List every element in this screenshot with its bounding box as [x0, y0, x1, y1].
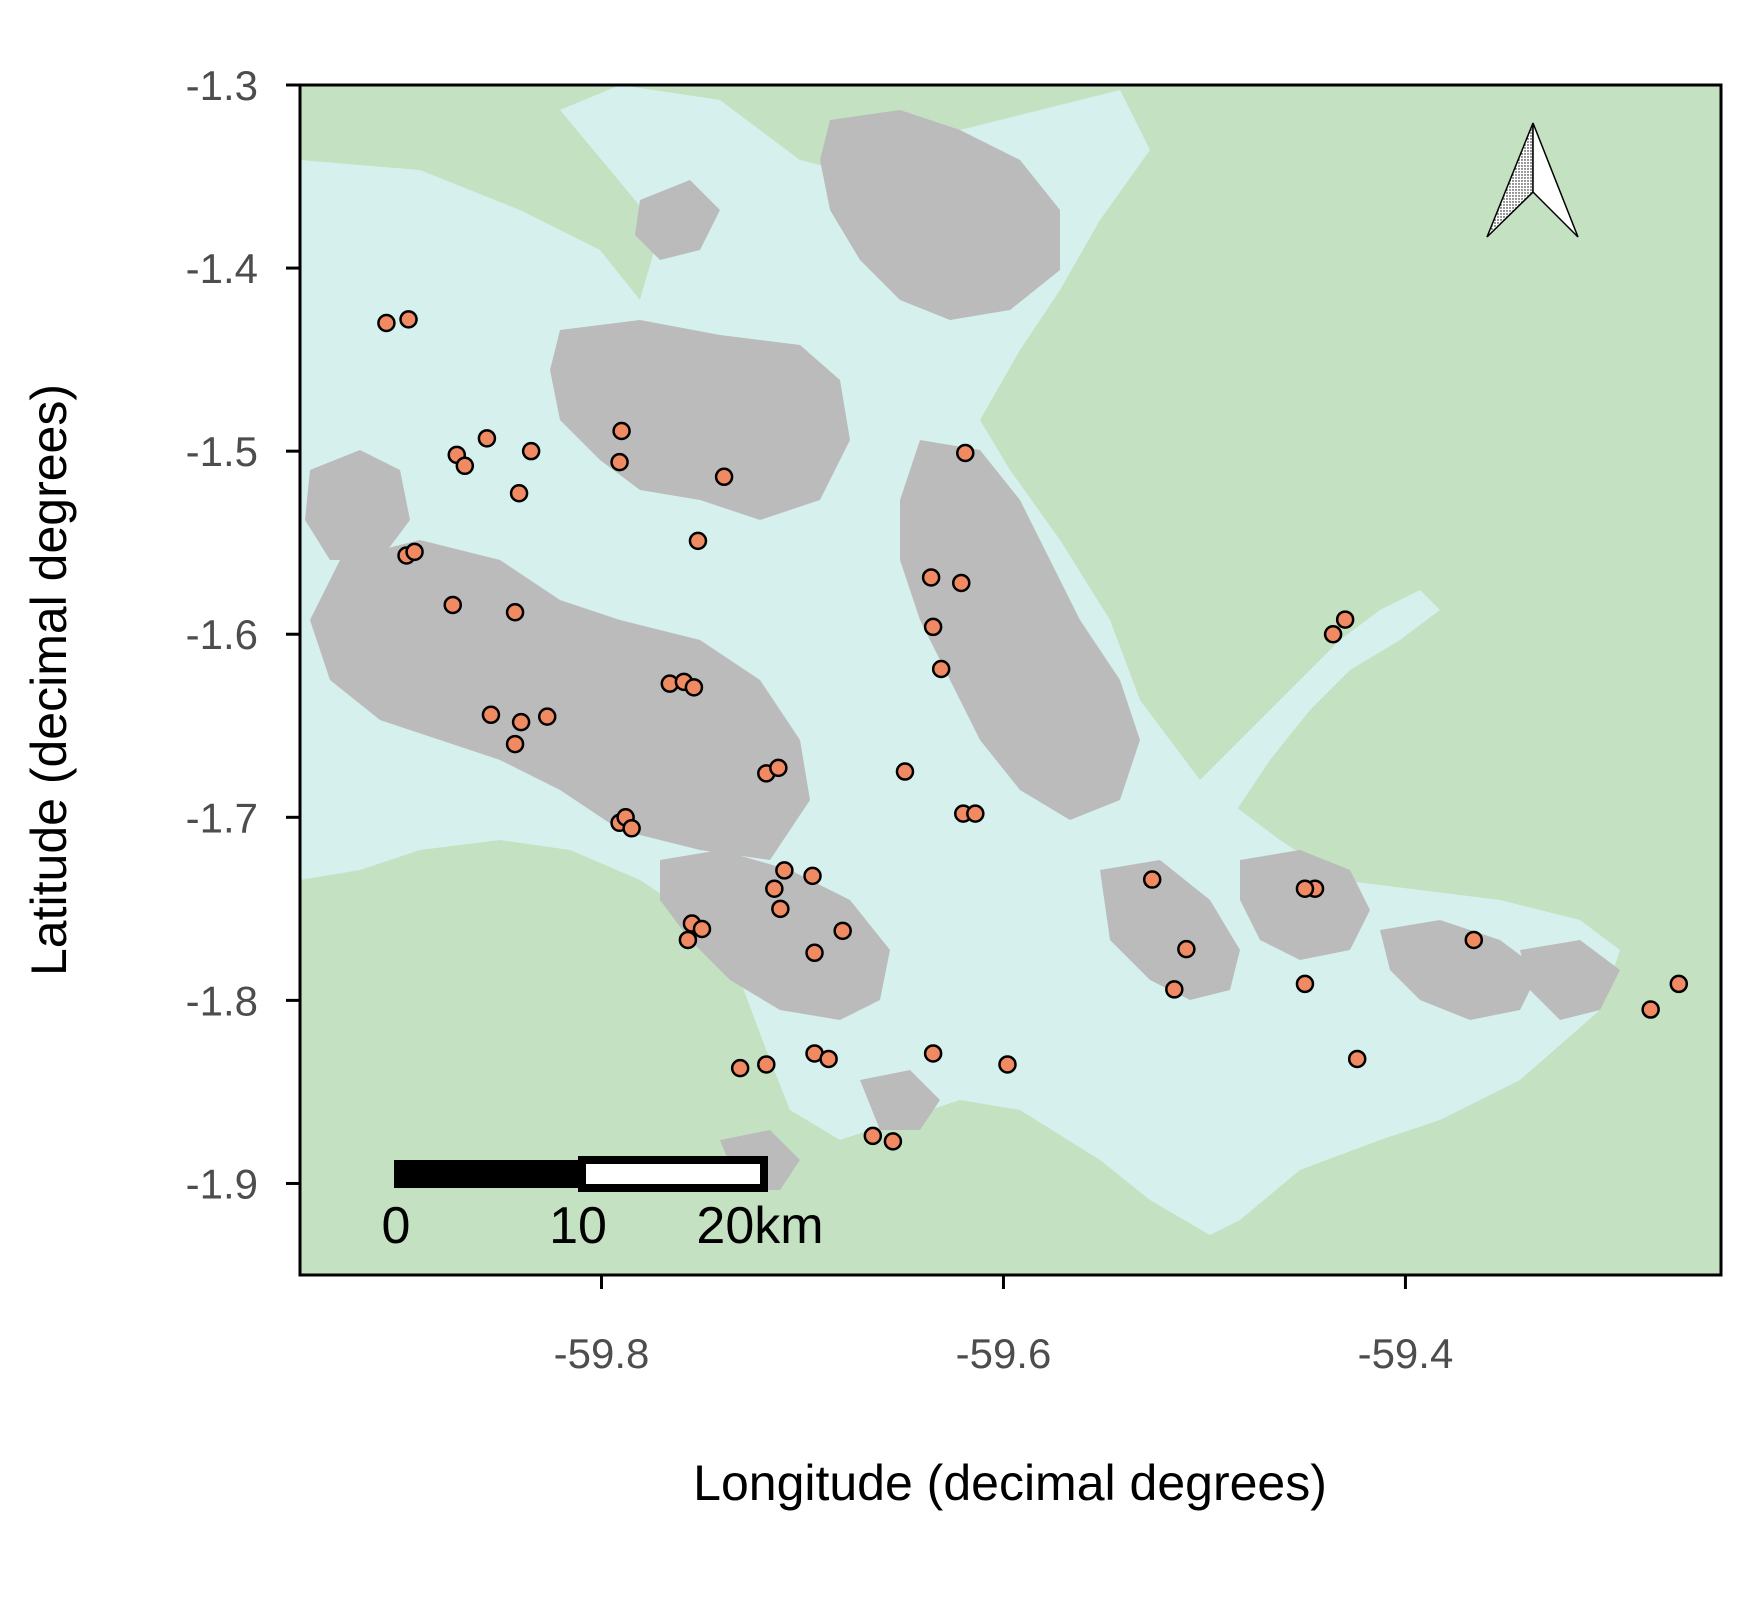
- site-point: [775, 861, 794, 880]
- site-point: [1669, 974, 1689, 994]
- site-point: [1641, 1000, 1660, 1019]
- river-water-arm: [300, 300, 470, 430]
- site-point: [833, 921, 852, 941]
- site-point: [443, 595, 463, 615]
- site-point: [1335, 610, 1355, 629]
- y-axis-title: Latitude (decimal degrees): [21, 384, 77, 976]
- site-points: [377, 310, 1689, 1151]
- site-point: [481, 705, 501, 725]
- river-water-arm: [1120, 590, 1440, 880]
- scale-bar-segment-2: [578, 1156, 768, 1192]
- x-tick-label: -59.6: [956, 1330, 1052, 1377]
- site-point: [678, 930, 698, 950]
- site-point: [377, 313, 396, 333]
- site-point: [1165, 980, 1184, 999]
- y-tick-label: -1.3: [186, 62, 258, 109]
- site-point: [883, 1132, 903, 1151]
- site-point: [765, 879, 784, 898]
- y-axis: -1.3 -1.4 -1.5 -1.6 -1.7 -1.8 -1.9: [186, 62, 300, 1207]
- site-point: [509, 484, 529, 503]
- site-point: [769, 758, 788, 778]
- site-point: [1177, 939, 1196, 959]
- site-point: [684, 678, 704, 697]
- site-point: [405, 542, 424, 562]
- site-point: [1295, 879, 1315, 898]
- site-point: [511, 712, 531, 732]
- site-point: [771, 899, 790, 919]
- site-point: [714, 467, 734, 487]
- site-point: [505, 603, 525, 622]
- site-point: [803, 866, 822, 886]
- site-point: [610, 452, 629, 472]
- site-point: [819, 1049, 838, 1069]
- site-point: [612, 421, 631, 441]
- site-point: [537, 707, 557, 726]
- scale-bar-label-20km: 20km: [696, 1197, 823, 1255]
- site-point: [399, 310, 418, 329]
- site-point: [923, 617, 943, 637]
- site-point: [477, 429, 497, 448]
- scale-bar-segment-1: [394, 1160, 582, 1188]
- north-arrow-right-half: [1532, 122, 1579, 238]
- site-point: [692, 919, 712, 939]
- site-point: [998, 1055, 1017, 1074]
- plot-frame: [298, 83, 1723, 1277]
- site-point: [505, 734, 525, 754]
- x-tick-label: -59.4: [1358, 1330, 1454, 1377]
- site-point: [956, 443, 975, 463]
- x-axis: -59.8 -59.6 -59.4: [554, 1275, 1454, 1377]
- site-point: [966, 804, 985, 823]
- site-point: [1347, 1049, 1367, 1069]
- scale-bar: 0 10 20km: [382, 1156, 824, 1255]
- scale-bar-label-0: 0: [382, 1197, 411, 1255]
- site-point: [921, 568, 941, 587]
- site-point: [805, 943, 824, 963]
- y-tick-label: -1.4: [186, 245, 258, 292]
- site-point: [757, 1055, 776, 1074]
- y-tick-label: -1.8: [186, 977, 258, 1024]
- y-tick-label: -1.7: [186, 794, 258, 841]
- y-tick-label: -1.5: [186, 428, 258, 475]
- north-arrow: [1486, 122, 1579, 238]
- site-point: [730, 1058, 750, 1078]
- site-point: [863, 1126, 883, 1146]
- scale-bar-label-10: 10: [549, 1197, 607, 1255]
- x-tick-label: -59.8: [554, 1330, 650, 1377]
- x-axis-title: Longitude (decimal degrees): [693, 1455, 1327, 1511]
- site-point: [923, 1044, 943, 1063]
- site-point: [1323, 624, 1343, 644]
- basemap: [300, 85, 1721, 1275]
- islands: [305, 110, 1620, 1190]
- site-point: [952, 573, 971, 593]
- site-point: [931, 659, 951, 679]
- site-point: [688, 531, 708, 551]
- site-point: [1464, 930, 1484, 950]
- y-tick-label: -1.6: [186, 611, 258, 658]
- site-point: [895, 762, 915, 781]
- site-point: [1142, 870, 1162, 889]
- site-point: [622, 819, 641, 838]
- y-tick-label: -1.9: [186, 1160, 258, 1207]
- site-point: [1295, 974, 1315, 994]
- site-point: [521, 441, 541, 461]
- site-point: [455, 456, 475, 476]
